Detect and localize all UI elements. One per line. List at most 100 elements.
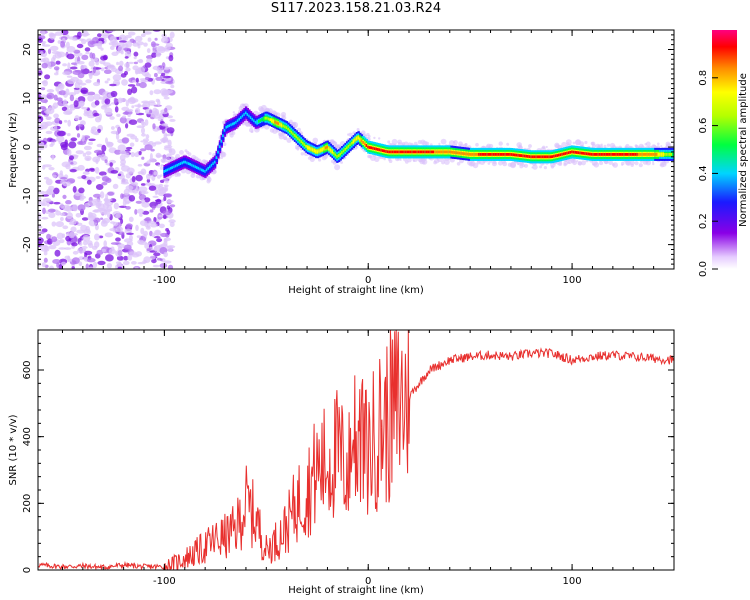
ridge-cell	[347, 144, 351, 148]
noise-cell	[127, 113, 131, 118]
ridge-cell	[173, 165, 176, 169]
noise-cell	[155, 205, 162, 209]
noise-cell	[121, 79, 128, 86]
noise-cell	[152, 195, 159, 198]
noise-cell	[146, 248, 151, 252]
noise-cell	[94, 241, 100, 248]
ridge-cell	[380, 148, 383, 152]
noise-cell	[77, 141, 83, 145]
ridge-cell	[230, 123, 233, 127]
noise-cell	[46, 89, 55, 93]
ridge-cell	[626, 153, 629, 156]
noise-cell	[139, 82, 147, 89]
halo-cell	[378, 137, 381, 140]
noise-cell	[88, 266, 94, 269]
ridge-cell	[259, 119, 262, 122]
ridge-cell	[199, 167, 202, 171]
noise-cell	[124, 34, 132, 39]
halo-cell	[498, 141, 503, 146]
ridge-cell	[452, 150, 455, 154]
ridge-cell	[381, 149, 385, 152]
noise-cell	[103, 240, 107, 248]
ridge-cell	[279, 123, 282, 126]
noise-cell	[43, 164, 52, 168]
noise-cell	[76, 43, 84, 49]
ridge-cell	[421, 150, 424, 154]
ridge-cell	[597, 153, 600, 156]
noise-cell	[122, 48, 132, 51]
ridge-cell	[183, 160, 186, 164]
noise-cell	[135, 251, 142, 257]
y-tick-label: 600	[22, 360, 33, 379]
ridge-cell	[535, 155, 538, 159]
noise-cell	[165, 228, 170, 232]
ridge-cell	[631, 153, 634, 156]
ridge-cell	[267, 117, 271, 121]
colorbar: 0.0 0.2 0.4 0.6 0.8 Normalized spectral ampl…	[698, 30, 749, 277]
noise-cell	[103, 209, 108, 216]
noise-cell	[105, 193, 109, 201]
noise-cell	[162, 75, 171, 79]
ridge-cell	[474, 153, 478, 156]
ridge-cell	[424, 150, 427, 154]
noise-cell	[154, 37, 158, 41]
noise-cell	[43, 251, 48, 256]
halo-cell	[187, 152, 192, 157]
noise-cell	[163, 214, 167, 220]
noise-cell	[155, 154, 164, 158]
ridge-cell	[637, 153, 641, 156]
noise-cell	[48, 245, 57, 250]
noise-cell	[72, 186, 77, 193]
noise-cell	[164, 66, 170, 71]
noise-cell	[106, 112, 113, 115]
ridge-cell	[166, 168, 169, 172]
noise-cell	[146, 222, 151, 229]
halo-cell	[502, 161, 508, 167]
noise-cell	[120, 181, 130, 185]
noise-cell	[160, 88, 168, 96]
ridge-cell	[649, 153, 652, 156]
halo-cell	[657, 142, 660, 146]
ridge-cell	[419, 150, 422, 154]
ridge-cell	[664, 153, 667, 156]
noise-cell	[109, 228, 118, 232]
ridge-cell	[582, 151, 585, 155]
halo-cell	[612, 162, 618, 168]
ridge-cell	[447, 150, 450, 154]
ridge-cell	[350, 141, 354, 145]
ridge-cell	[187, 162, 191, 165]
halo-cell	[391, 138, 398, 145]
ridge-cell	[641, 153, 644, 156]
noise-cell	[39, 51, 44, 57]
halo-cell	[300, 152, 304, 156]
noise-cell	[129, 251, 137, 256]
noise-cell	[143, 230, 148, 237]
ridge-cell	[466, 152, 470, 156]
ridge-cell	[450, 150, 453, 154]
noise-cell	[84, 47, 91, 52]
noise-cell	[155, 198, 162, 205]
ridge-cell	[651, 153, 654, 156]
ridge-cell	[297, 137, 300, 140]
noise-cell	[124, 56, 129, 59]
ridge-cell	[546, 155, 549, 159]
noise-cell	[153, 112, 159, 116]
ridge-cell	[184, 160, 187, 164]
ridge-cell	[377, 148, 380, 151]
halo-cell	[532, 164, 538, 170]
noise-cell	[59, 170, 63, 176]
ridge-cell	[479, 153, 483, 156]
ridge-cell	[463, 152, 466, 156]
ridge-cell	[517, 153, 520, 157]
ridge-cell	[240, 116, 243, 119]
ridge-cell	[174, 164, 178, 168]
halo-cell	[464, 143, 468, 147]
ridge-cell	[336, 155, 339, 158]
noise-cell	[42, 202, 47, 207]
noise-cell	[161, 37, 169, 44]
halo-cell	[296, 148, 300, 151]
noise-cell	[138, 151, 142, 156]
noise-cell	[131, 261, 137, 265]
noise-cell	[41, 30, 46, 36]
noise-cell	[137, 164, 143, 167]
